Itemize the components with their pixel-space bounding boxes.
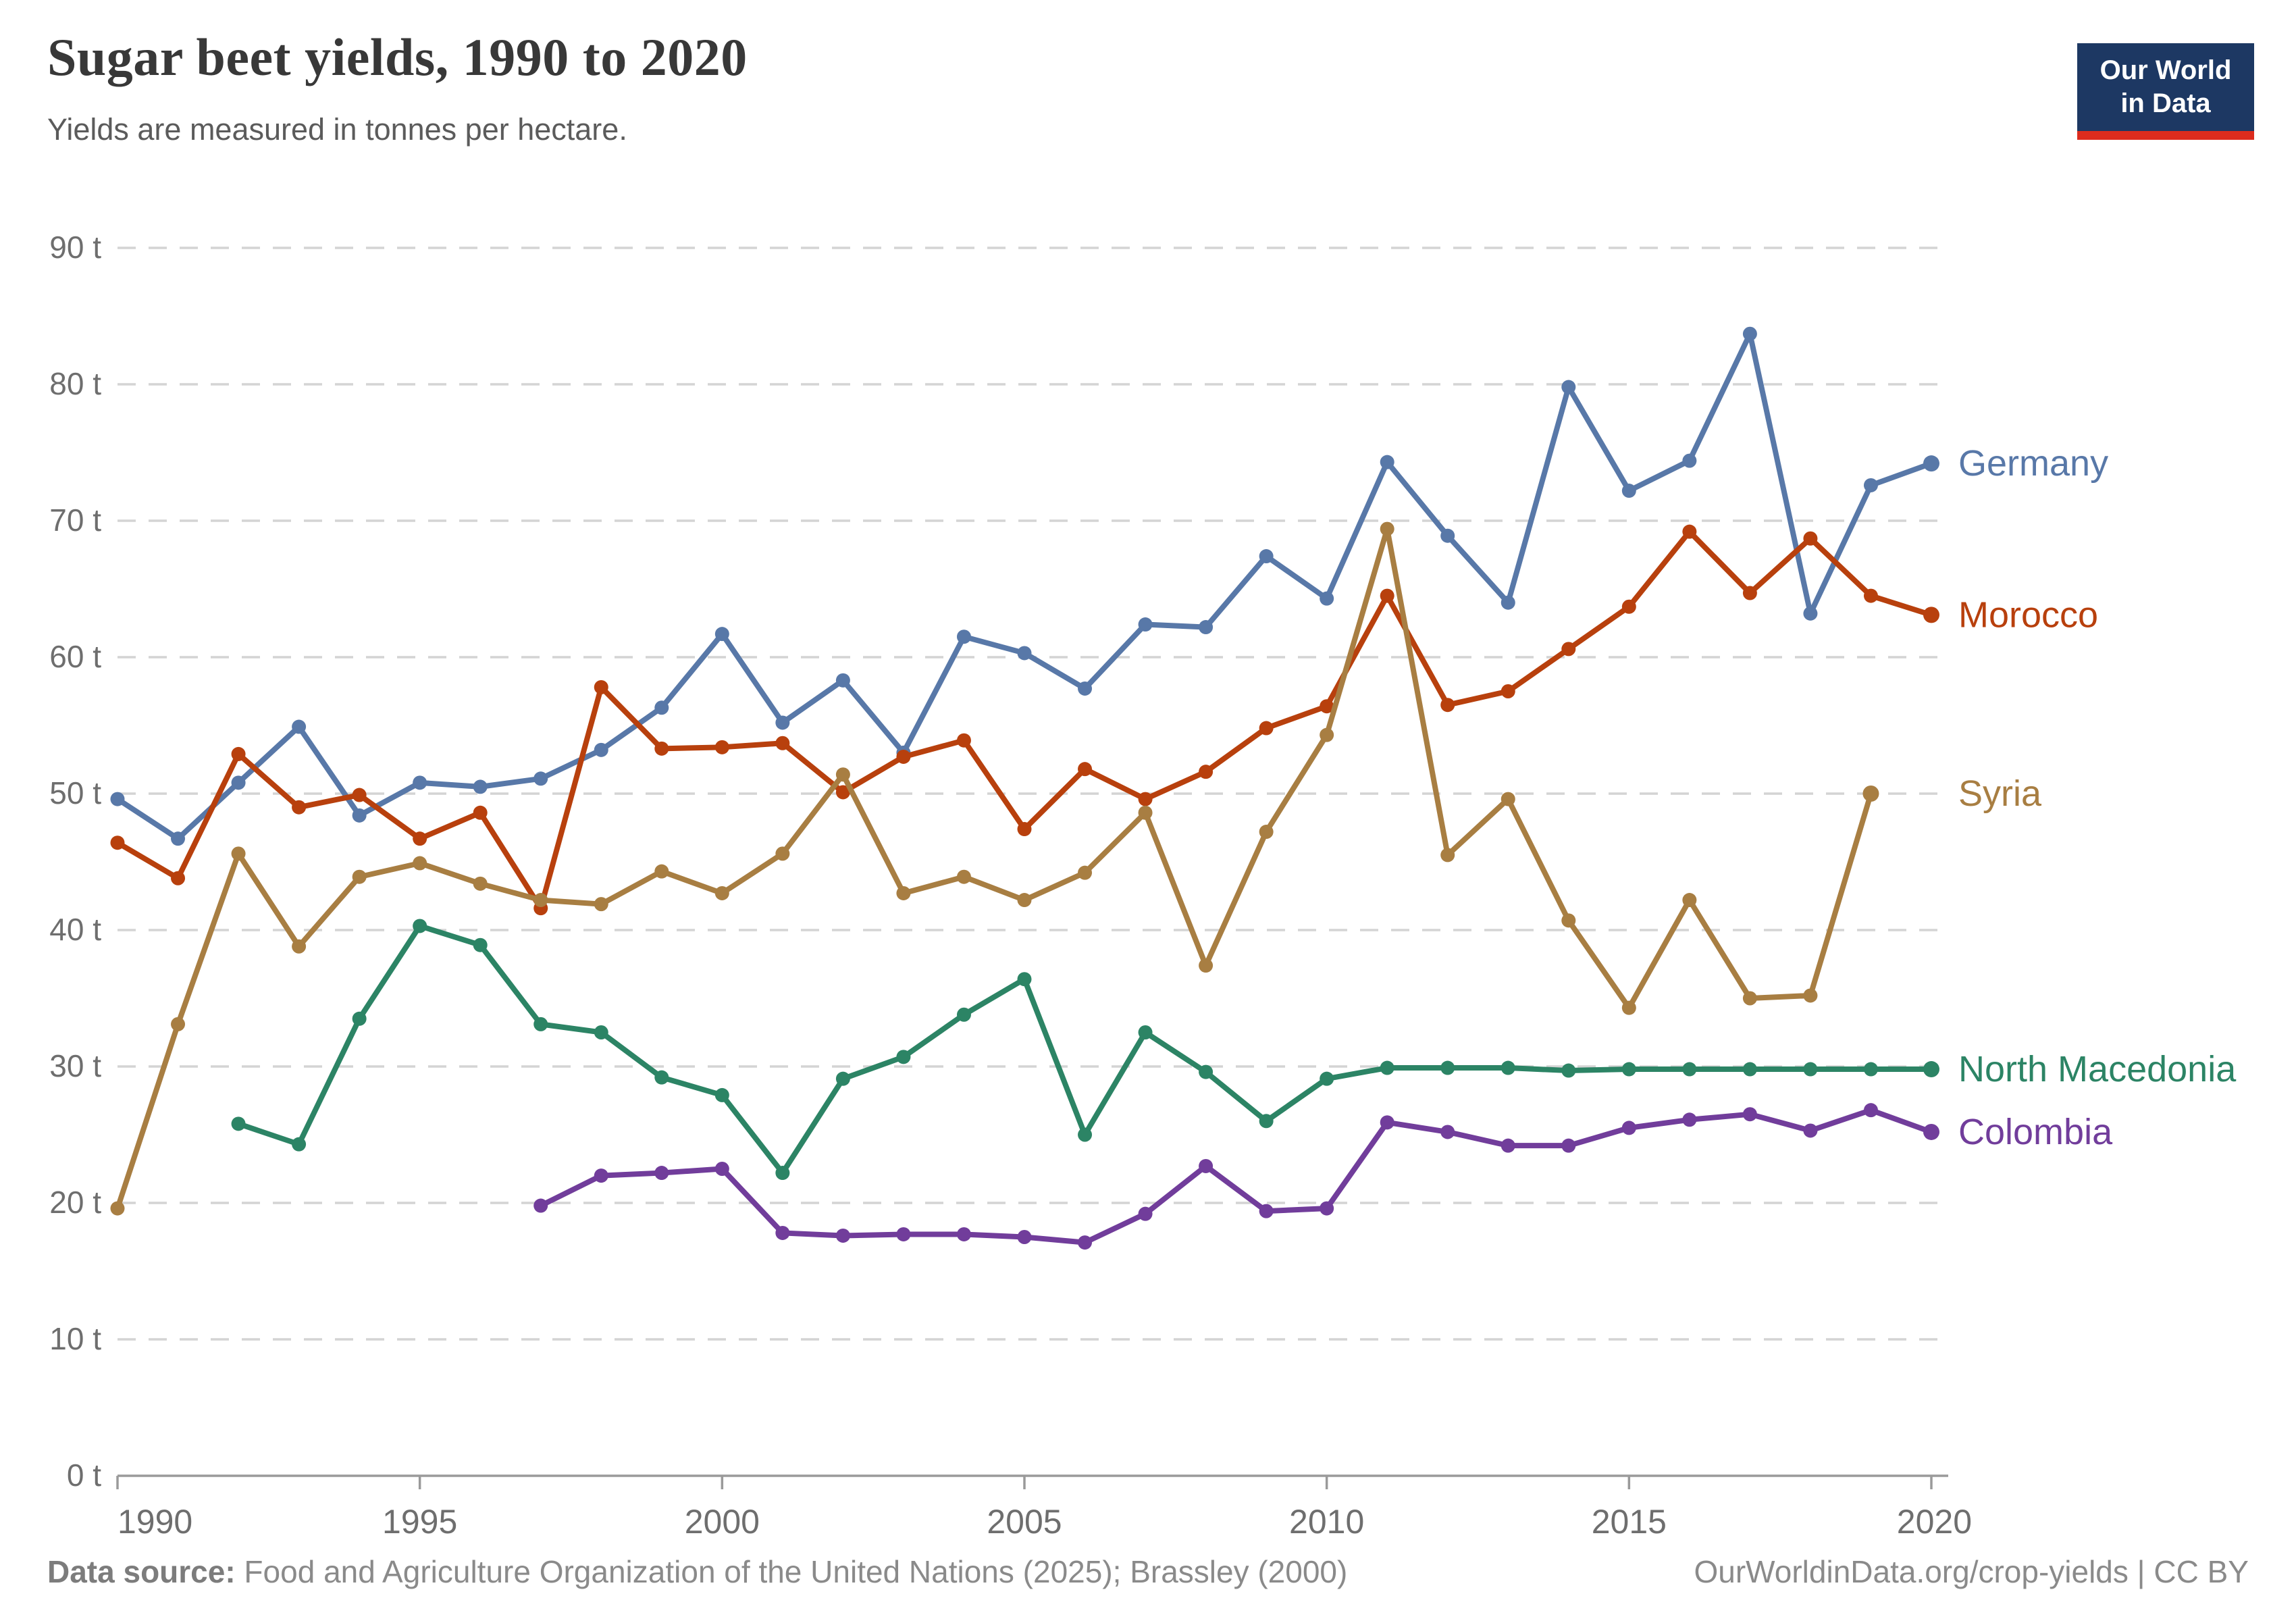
y-axis-tick-label: 20 t: [49, 1185, 101, 1220]
x-axis-tick-label: 2020: [1897, 1503, 1972, 1541]
y-axis-tick-label: 90 t: [49, 230, 101, 265]
x-axis-tick-label: 1990: [118, 1503, 192, 1541]
series-label-colombia[interactable]: Colombia: [1958, 1112, 2113, 1152]
series-line-syria[interactable]: Syria: [110, 521, 2042, 1216]
gridlines: 0 t 10 t 20 t 30 t 40 t 50 t 60 t 70 t 80 t 90 t: [49, 230, 1948, 1493]
x-axis-tick-label: 2005: [987, 1503, 1062, 1541]
y-axis-tick-label: 30 t: [49, 1048, 101, 1083]
x-axis-tick-label: 2015: [1592, 1503, 1667, 1541]
x-axis-tick-label: 2010: [1289, 1503, 1364, 1541]
series-line-colombia[interactable]: Colombia: [533, 1103, 2113, 1250]
chart-subtitle: Yields are measured in tonnes per hectar…: [47, 112, 627, 147]
chart-header: Sugar beet yields, 1990 to 2020 Yields a…: [47, 27, 2006, 147]
y-axis-tick-label: 40 t: [49, 912, 101, 947]
y-axis-tick-label: 60 t: [49, 639, 101, 674]
data-source-text: Food and Agriculture Organization of the…: [235, 1554, 1348, 1589]
data-source-note: Data source: Food and Agriculture Organi…: [47, 1553, 1347, 1590]
y-axis-tick-label: 80 t: [49, 366, 101, 401]
data-source-label: Data source:: [47, 1554, 236, 1589]
series-line-north-macedonia[interactable]: North Macedonia: [231, 919, 2237, 1181]
y-axis-tick-label: 0 t: [67, 1458, 101, 1493]
series-label-germany[interactable]: Germany: [1958, 443, 2108, 484]
owid-logo-line1: Our World: [2099, 55, 2232, 86]
series-label-syria[interactable]: Syria: [1958, 773, 2042, 814]
y-axis-tick-label: 10 t: [49, 1321, 101, 1356]
x-axis-tick-label: 2000: [685, 1503, 760, 1541]
x-axis-tick-label: 1995: [382, 1503, 457, 1541]
series-label-north-macedonia[interactable]: North Macedonia: [1958, 1049, 2237, 1089]
owid-logo[interactable]: Our World in Data: [2077, 43, 2254, 140]
owid-link[interactable]: OurWorldinData.org/crop-yields | CC BY: [1694, 1554, 2249, 1589]
x-axis: 1990 1995 2000 2005 2010 2015 2020: [116, 1476, 1972, 1541]
series-line-germany[interactable]: Germany: [110, 326, 2109, 846]
y-axis-tick-label: 70 t: [49, 503, 101, 538]
page-title: Sugar beet yields, 1990 to 2020: [47, 28, 748, 86]
y-axis-tick-label: 50 t: [49, 775, 101, 810]
series-label-morocco[interactable]: Morocco: [1958, 594, 2098, 635]
owid-logo-line2: in Data: [2120, 88, 2211, 118]
series-line-morocco[interactable]: Morocco: [110, 524, 2099, 916]
